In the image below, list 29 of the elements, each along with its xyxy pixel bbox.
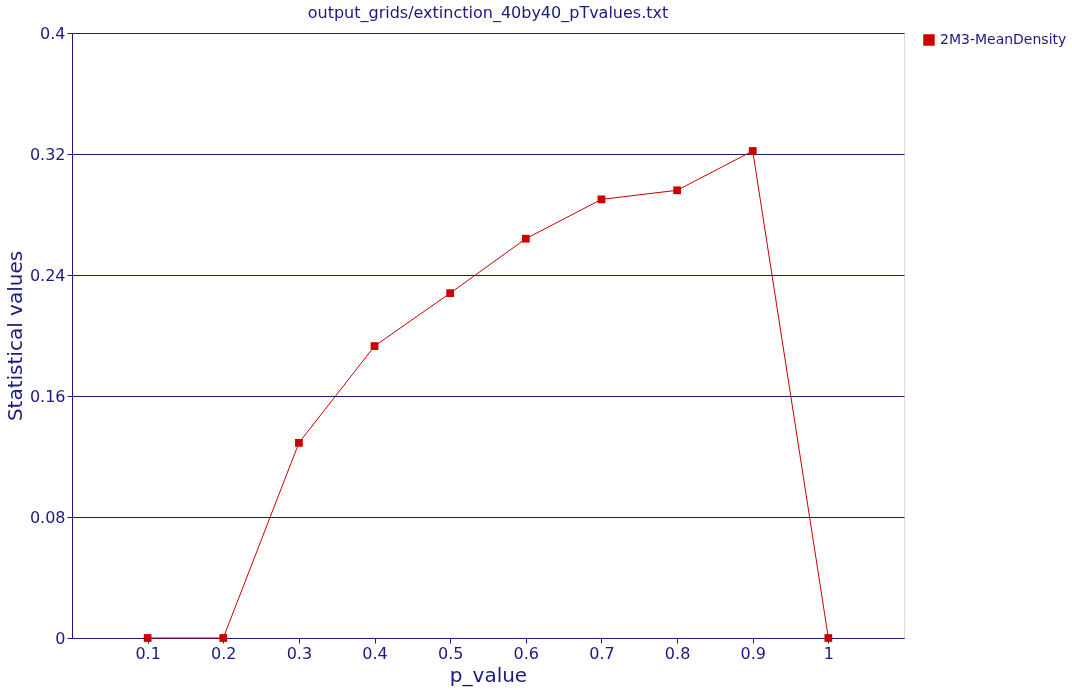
point [295, 439, 303, 447]
point [521, 234, 530, 243]
y-axis-title: Statistical values [2, 250, 27, 422]
y-tick-label: 0 [55, 628, 66, 648]
x-tick-label: 0.2 [211, 643, 237, 663]
x-tick-label: 0.8 [664, 643, 691, 663]
x-tick-label: 0.7 [589, 643, 615, 663]
x-tick-label: 0.9 [740, 643, 766, 663]
point [219, 634, 228, 642]
y-tick-label: 0.4 [40, 23, 66, 43]
y-tick-label: 0.16 [29, 386, 66, 406]
y-tick-label: 0.32 [29, 144, 66, 164]
point [673, 186, 681, 195]
y-tick-label: 0.24 [29, 265, 66, 285]
x-tick-label: 0.3 [286, 643, 313, 663]
point [748, 147, 757, 155]
x-tick-label: 0.6 [513, 643, 540, 663]
legend-label: 2M3-MeanDensity [940, 31, 1067, 47]
point [446, 289, 455, 298]
point [824, 634, 833, 642]
point [143, 634, 152, 642]
x-axis-title: p_value [449, 662, 528, 687]
y-tick-label: 0.08 [29, 507, 66, 527]
x-tick-label: 0.1 [135, 643, 161, 663]
x-tick-label: 1 [823, 643, 834, 663]
point [370, 342, 379, 350]
chart-title: output_grids/extinction_40by40_pTvalues.txt [307, 3, 669, 23]
x-tick-label: 0.4 [362, 643, 388, 663]
x-tick-label: 0.5 [437, 643, 464, 663]
